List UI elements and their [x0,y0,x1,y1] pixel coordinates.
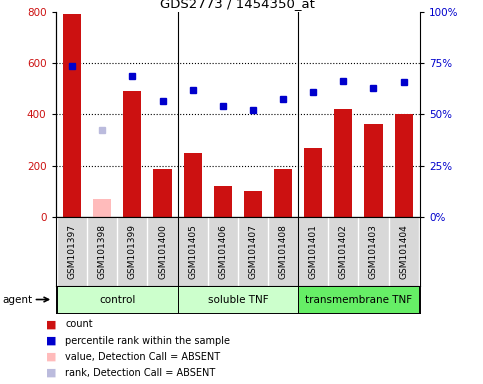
Bar [93,199,111,217]
Text: GSM101404: GSM101404 [399,224,408,279]
Text: GSM101398: GSM101398 [98,224,107,279]
Bar [123,91,142,217]
Text: GSM101406: GSM101406 [218,224,227,279]
Text: ■: ■ [46,352,57,362]
Text: GSM101402: GSM101402 [339,224,348,279]
Bar [63,14,81,217]
Text: GSM101403: GSM101403 [369,224,378,279]
Text: GSM101405: GSM101405 [188,224,197,279]
Text: ■: ■ [46,336,57,346]
Text: GSM101408: GSM101408 [279,224,287,279]
Text: percentile rank within the sample: percentile rank within the sample [65,336,230,346]
Text: GSM101399: GSM101399 [128,224,137,279]
Text: GSM101401: GSM101401 [309,224,318,279]
Text: ■: ■ [46,319,57,329]
Bar [274,169,292,217]
Bar [395,114,412,217]
Bar [184,153,202,217]
Text: ■: ■ [46,368,57,378]
Text: GSM101397: GSM101397 [68,224,77,279]
Text: GSM101407: GSM101407 [248,224,257,279]
Text: transmembrane TNF: transmembrane TNF [305,295,412,305]
Text: GSM101400: GSM101400 [158,224,167,279]
Text: value, Detection Call = ABSENT: value, Detection Call = ABSENT [65,352,220,362]
Text: control: control [99,295,136,305]
Bar [178,286,298,313]
Text: agent: agent [2,295,32,305]
Bar [214,186,232,217]
Text: count: count [65,319,93,329]
Bar [298,286,419,313]
Text: soluble TNF: soluble TNF [208,295,268,305]
Text: rank, Detection Call = ABSENT: rank, Detection Call = ABSENT [65,368,215,378]
Bar [57,286,178,313]
Title: GDS2773 / 1454350_at: GDS2773 / 1454350_at [160,0,315,10]
Bar [304,147,322,217]
Bar [154,169,171,217]
Bar [365,124,383,217]
Bar [334,109,353,217]
Bar [244,191,262,217]
